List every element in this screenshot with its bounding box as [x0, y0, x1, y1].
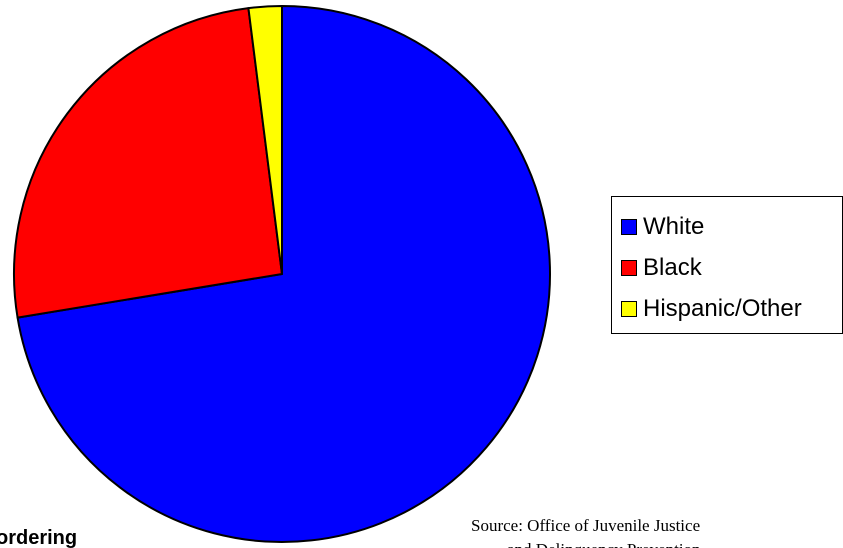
legend-item-black: Black [612, 247, 842, 288]
pie-slice-black [13, 7, 283, 319]
cut-off-label: ordering [0, 527, 78, 548]
legend-label-black: Black [643, 253, 702, 281]
source-line-1: Source: Office of Juvenile Justice [471, 516, 701, 535]
legend-swatch-white [621, 218, 637, 235]
legend-item-white: White [612, 206, 842, 247]
pie-slices [13, 4, 551, 543]
legend-swatch-hispanic-other [621, 300, 637, 317]
legend-label-white: White [643, 212, 705, 240]
legend-item-hispanic-other: Hispanic/Other [612, 288, 842, 329]
pie-slice-hispanic-other [247, 4, 283, 275]
pie-slice-white [16, 5, 551, 543]
legend-label-hispanic-other: Hispanic/Other [643, 294, 802, 322]
source-note: Source: Office of Juvenile Justice and D… [471, 514, 761, 548]
legend-swatch-black [621, 259, 637, 276]
chart-legend: White Black Hispanic/Other [611, 196, 843, 334]
source-line-2: and Delinquency Prevention [471, 538, 761, 548]
